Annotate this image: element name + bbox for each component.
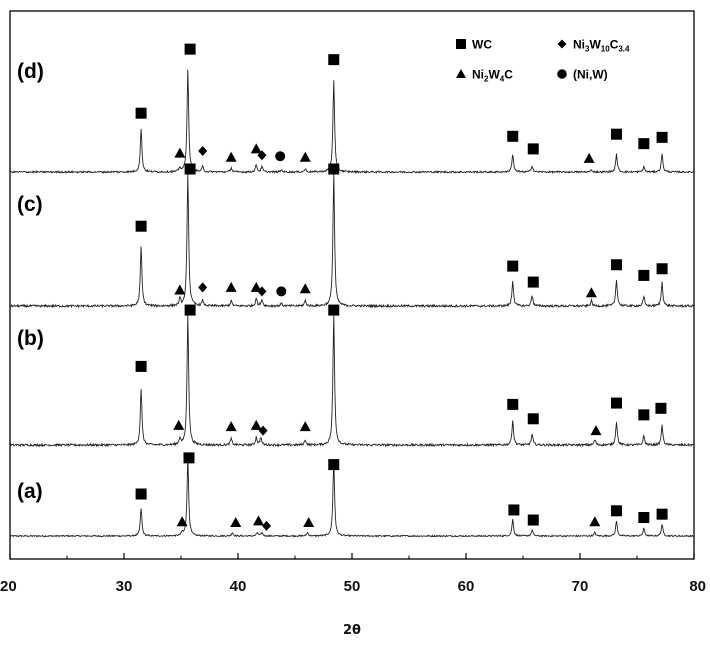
square-marker	[655, 402, 667, 414]
square-marker	[527, 514, 539, 526]
diamond-marker	[257, 286, 267, 297]
xrd-trace-b	[9, 313, 695, 448]
legend-square-icon	[456, 39, 466, 49]
triangle-marker	[583, 152, 595, 163]
square-marker	[610, 505, 622, 517]
trace-label-a: (a)	[17, 480, 43, 503]
diamond-marker	[258, 425, 268, 436]
x-tick-label: 50	[344, 578, 361, 595]
square-marker	[638, 409, 650, 421]
x-tick-label: 20	[0, 578, 17, 595]
square-marker	[507, 130, 519, 142]
square-marker	[527, 413, 539, 425]
triangle-marker	[225, 281, 237, 292]
square-marker	[656, 131, 668, 143]
triangle-marker	[225, 151, 237, 162]
square-marker	[638, 269, 650, 281]
triangle-marker	[590, 425, 602, 436]
triangle-marker	[225, 421, 237, 432]
square-marker	[135, 488, 147, 500]
diamond-marker	[198, 282, 208, 293]
square-marker	[328, 459, 340, 471]
triangle-marker	[250, 143, 262, 154]
triangle-marker	[174, 147, 186, 158]
circle-marker	[276, 286, 287, 297]
x-tick-label: 70	[572, 578, 589, 595]
triangle-marker	[176, 516, 188, 527]
trace-label-c: (c)	[17, 193, 43, 216]
square-marker	[135, 220, 147, 232]
triangle-marker	[250, 281, 262, 292]
square-marker	[135, 360, 147, 372]
legend: WC Ni3W10C3.4 Ni2W4C (Ni,W)	[456, 38, 630, 84]
diamond-marker	[257, 150, 267, 161]
triangle-marker	[299, 151, 311, 162]
triangle-marker	[173, 419, 185, 430]
legend-label: Ni3W10C3.4	[573, 38, 630, 54]
x-tick-label: 80	[689, 578, 706, 595]
x-tick-label: 30	[116, 578, 133, 595]
square-marker	[184, 163, 196, 175]
square-marker	[638, 512, 650, 524]
square-marker	[508, 504, 520, 516]
x-tick-label: 40	[230, 578, 247, 595]
square-marker	[610, 397, 622, 409]
square-marker	[527, 143, 539, 155]
xrd-trace-c	[9, 172, 695, 309]
square-marker	[656, 263, 668, 275]
square-marker	[183, 452, 195, 464]
square-marker	[610, 259, 622, 271]
legend-diamond-icon	[557, 39, 567, 49]
square-marker	[328, 163, 340, 175]
x-tick-label: 60	[458, 578, 475, 595]
square-marker	[135, 107, 147, 119]
trace-label-d: (d)	[17, 60, 44, 83]
triangle-marker	[299, 283, 311, 294]
traces: (a) (b) (c) (d)	[9, 60, 695, 538]
square-marker	[638, 138, 650, 150]
legend-label: (Ni,W)	[573, 68, 608, 82]
square-marker	[656, 508, 668, 520]
square-marker	[507, 398, 519, 410]
triangle-marker	[303, 517, 315, 528]
triangle-marker	[299, 421, 311, 432]
triangle-marker	[589, 516, 601, 527]
legend-label: Ni2W4C	[472, 68, 513, 84]
square-marker	[328, 54, 340, 66]
x-axis-label: 2θ	[343, 623, 361, 638]
square-marker	[328, 304, 340, 316]
square-marker	[184, 43, 196, 55]
square-marker	[527, 276, 539, 288]
xrd-trace-d	[9, 69, 695, 175]
square-marker	[507, 260, 519, 272]
triangle-marker	[174, 284, 186, 295]
legend-triangle-icon	[456, 69, 466, 78]
legend-label: WC	[472, 38, 492, 52]
x-axis: 20 30 40 50 60 70 80	[0, 553, 706, 595]
diamond-marker	[262, 520, 271, 531]
triangle-marker	[253, 515, 265, 526]
triangle-marker	[230, 517, 242, 528]
square-marker	[184, 304, 196, 316]
phase-markers	[135, 43, 668, 531]
legend-circle-icon	[557, 69, 567, 79]
circle-marker	[275, 151, 286, 162]
square-marker	[610, 128, 622, 140]
trace-label-b: (b)	[17, 327, 44, 350]
diamond-marker	[198, 146, 208, 156]
plot-frame	[9, 10, 695, 560]
triangle-marker	[250, 419, 262, 430]
xrd-trace-a	[9, 457, 695, 538]
triangle-marker	[585, 287, 597, 298]
